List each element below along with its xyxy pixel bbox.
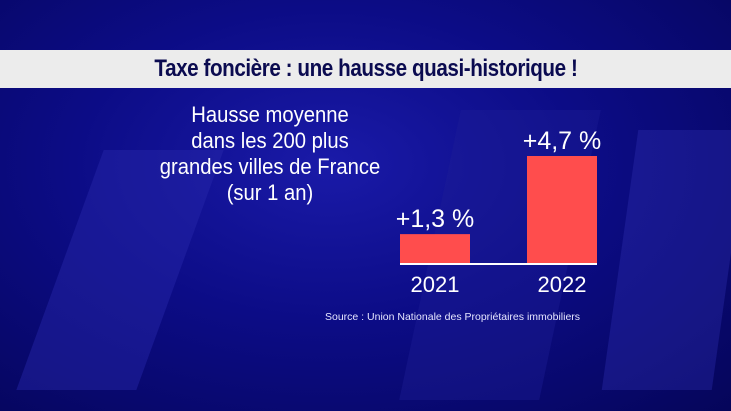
chart-description: Hausse moyenne dans les 200 plus grandes… bbox=[132, 102, 408, 206]
bar-2022 bbox=[527, 156, 597, 264]
description-line: Hausse moyenne bbox=[191, 102, 349, 127]
title-band: Taxe foncière : une hausse quasi-histori… bbox=[0, 50, 731, 88]
description-line: (sur 1 an) bbox=[226, 180, 314, 205]
description-line: dans les 200 plus bbox=[191, 128, 349, 153]
data-label: +1,3 % bbox=[396, 205, 475, 233]
x-tick-label: 2022 bbox=[538, 272, 587, 297]
chart-title: Taxe foncière : une hausse quasi-histori… bbox=[154, 55, 577, 82]
source-note: Source : Union Nationale des Propriétair… bbox=[325, 311, 581, 323]
data-label: +4,7 % bbox=[523, 127, 602, 155]
bar-2021 bbox=[400, 234, 470, 264]
x-tick-label: 2021 bbox=[411, 272, 460, 297]
description-line: grandes villes de France bbox=[159, 154, 381, 179]
